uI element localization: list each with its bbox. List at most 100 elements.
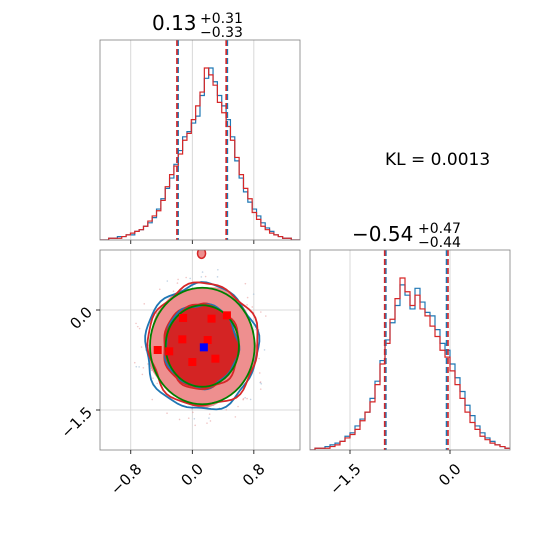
param2-x-tick-label: 0.0: [435, 460, 465, 490]
joint-scatter-point: [204, 275, 207, 278]
joint-scatter-point: [255, 328, 257, 331]
joint-scatter-point: [209, 420, 212, 422]
joint-scatter-point: [138, 366, 140, 368]
param2-title-median: −0.54: [352, 222, 413, 246]
joint-red-marker: [188, 358, 197, 366]
joint-scatter-point: [138, 327, 141, 330]
joint-red-marker: [203, 336, 212, 344]
joint-scatter-point: [260, 382, 263, 385]
param2-histogram-panel: −0.54 +0.47 −0.44 −1.5 0.0: [309, 221, 511, 499]
joint-scatter-point: [176, 282, 179, 284]
joint-scatter-point: [187, 417, 190, 419]
joint-scatter-point: [252, 293, 255, 295]
joint-scatter-point: [251, 306, 254, 308]
joint-scatter-point: [246, 296, 249, 299]
param1-axes-frame: [99, 39, 301, 241]
joint-scatter-point: [150, 369, 153, 372]
param1-histogram-panel: 0.13 +0.31 −0.33: [99, 11, 301, 244]
joint-x-tick-label: 0.8: [239, 460, 269, 490]
joint-scatter-point: [249, 398, 252, 401]
joint-gaussian-inner: [164, 304, 240, 388]
param1-hist-series: [100, 67, 300, 240]
joint-scatter-point: [225, 408, 228, 411]
param1-title-median: 0.13: [152, 11, 197, 35]
joint-scatter-point: [189, 277, 191, 280]
joint-scatter-point: [208, 417, 210, 419]
joint-scatter-point: [135, 322, 137, 325]
joint-scatter-point: [265, 315, 267, 317]
joint-scatter-point: [142, 366, 145, 369]
joint-contours: [133, 250, 267, 427]
joint-scatter-point: [259, 388, 262, 390]
joint-scatter-point: [244, 282, 247, 285]
joint-scatter-point: [152, 377, 154, 379]
joint-y-tick-label: −1.5: [58, 403, 96, 441]
joint-scatter-point: [143, 303, 146, 305]
joint-scatter-point: [208, 413, 211, 415]
joint-scatter-point: [191, 408, 194, 410]
joint-red-marker: [153, 346, 162, 354]
joint-x-ticks: −0.8 0.0 0.8: [107, 450, 269, 499]
joint-scatter-point: [216, 276, 219, 278]
joint-scatter-point: [166, 412, 168, 415]
joint-x-tick-label: −0.8: [107, 460, 145, 498]
param1-title-plus: +0.31: [200, 11, 243, 27]
joint-scatter-point: [194, 424, 196, 427]
joint-scatter-point: [166, 280, 169, 282]
joint-scatter-point: [158, 288, 161, 291]
param1-title: 0.13: [152, 11, 197, 35]
joint-scatter-point: [135, 365, 138, 368]
joint-contour-b-outer: [146, 281, 259, 407]
joint-red-marker: [178, 335, 187, 344]
joint-scatter-point: [258, 372, 261, 374]
param1-quantile-lines: [176, 40, 229, 240]
joint-scatter-point: [193, 417, 196, 420]
joint-scatter-point: [172, 290, 175, 293]
param2-quantile-lines: [383, 250, 449, 450]
joint-scatter-point: [200, 276, 203, 278]
joint-x-tick-label: 0.0: [177, 460, 207, 490]
joint-scatter-point: [234, 416, 237, 418]
joint-scatter-point: [206, 422, 208, 424]
joint-scatter-point: [242, 397, 245, 400]
joint-scatter-point: [133, 361, 136, 364]
joint-scatter-point: [217, 268, 219, 271]
joint-scatter-point: [177, 278, 179, 281]
joint-red-marker: [165, 347, 174, 356]
joint-scatter-point: [136, 325, 139, 328]
param2-hist-b: [310, 277, 510, 450]
param1-grid: [130, 40, 255, 244]
joint-blue-marker: [199, 343, 208, 352]
joint-scatter-point: [263, 349, 266, 351]
joint-red-marker: [207, 314, 216, 323]
joint-scatter-point: [237, 405, 239, 408]
joint-scatter-point: [246, 304, 248, 306]
joint-scatter-point: [156, 382, 159, 385]
param1-hist-b: [100, 67, 300, 240]
param2-hist-a: [310, 284, 510, 450]
joint-red-marker: [222, 311, 231, 320]
joint-scatter-point: [246, 397, 248, 400]
joint-scatter-point: [178, 418, 181, 421]
joint-gaussian-outer: [149, 286, 256, 406]
joint-scatter-point: [259, 381, 262, 383]
joint-scatter-point: [258, 357, 260, 360]
param2-x-ticks: −1.5 0.0: [326, 450, 465, 499]
joint-y-ticks: 0.0 −1.5: [58, 303, 100, 442]
joint-red-marker: [211, 354, 220, 363]
param2-hist-series: [310, 277, 510, 450]
joint-y-tick-label: 0.0: [66, 303, 96, 333]
joint-scatter-point: [151, 398, 154, 401]
joint-scatter-point: [185, 276, 187, 279]
param2-title-plus: +0.47: [418, 221, 461, 237]
kl-annotation: KL = 0.0013: [385, 150, 490, 170]
joint-scatter-point: [140, 346, 143, 348]
joint-contour-b-inner: [163, 303, 240, 391]
joint-scatter-point: [244, 396, 246, 399]
joint-scatter-point: [192, 411, 194, 414]
joint-scatter-point: [201, 271, 204, 273]
joint-density-panel: −0.8 0.0 0.8 0.0 −1.5: [58, 249, 301, 499]
param2-x-tick-label: −1.5: [326, 460, 364, 498]
joint-contour-outlier: [196, 250, 207, 260]
